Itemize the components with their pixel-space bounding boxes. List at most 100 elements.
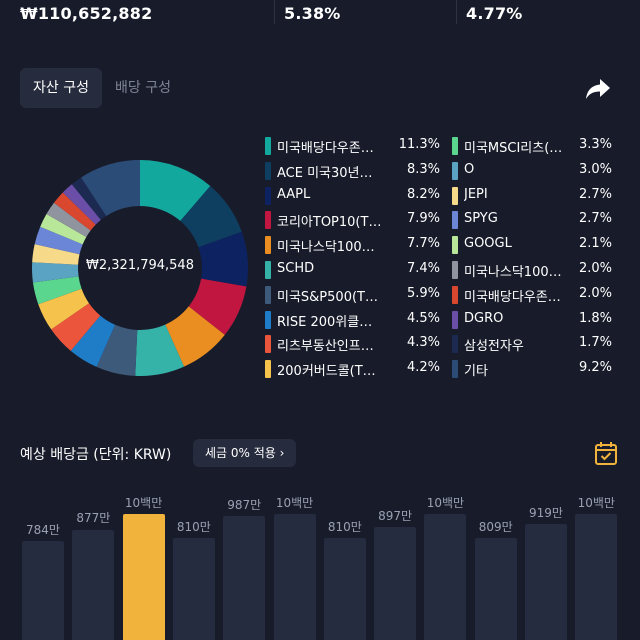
legend-swatch (452, 285, 458, 304)
legend-item: SCHD 7.4% (265, 259, 440, 279)
bar-value-label: 987만 (227, 497, 262, 512)
dividend-bar[interactable] (575, 514, 618, 640)
legend-item: DGRO 1.8% (452, 309, 612, 329)
legend-percent: 7.9% (406, 211, 440, 227)
tab-asset-composition[interactable]: 자산 구성 (20, 68, 102, 108)
dividend-bar[interactable] (374, 526, 417, 640)
legend-percent: 8.2% (406, 186, 440, 202)
dividend-bar[interactable] (525, 524, 567, 640)
legend-percent: 1.7% (578, 335, 612, 351)
legend-item: 미국MSCI리츠(… 3.3% (452, 135, 612, 156)
legend-percent: 1.8% (578, 310, 612, 326)
legend-name: DGRO (464, 310, 504, 326)
legend-name: ACE 미국30년… (277, 165, 373, 181)
legend-percent: 3.0% (578, 161, 612, 177)
bar-value-label: 810만 (176, 519, 211, 534)
legend-percent: 8.3% (406, 161, 440, 177)
legend-name: AAPL (277, 186, 311, 202)
legend-name: 리츠부동산인프… (277, 339, 374, 355)
donut-center-value: ₩2,321,794,548 (86, 258, 194, 273)
legend-item: RISE 200위클… 4.5% (265, 309, 440, 330)
bar-value-label: 877만 (76, 511, 111, 526)
legend-percent: 4.3% (406, 335, 440, 351)
donut-slice (53, 192, 96, 231)
legend-percent: 2.7% (578, 211, 612, 227)
rate-value-1: 5.38% (284, 4, 341, 23)
donut-slice (165, 306, 225, 367)
dividend-bar[interactable] (122, 514, 165, 640)
legend-name: 미국S&P500(T… (277, 289, 378, 305)
legend-name: 미국나스닥100… (464, 265, 562, 280)
legend-item: 미국배당다우존… 2.0% (452, 284, 612, 305)
dividend-bar[interactable] (72, 529, 115, 640)
bar-value-label: 897만 (378, 508, 413, 523)
dividend-bar[interactable] (273, 514, 316, 640)
legend-swatch (452, 360, 458, 379)
bar-value-label: 10백만 (124, 496, 163, 510)
donut-slice (96, 324, 138, 376)
donut-slice (180, 185, 242, 248)
donut-slice (46, 202, 91, 237)
asset-donut-chart (31, 160, 248, 376)
legend-item: GOOGL 2.1% (452, 234, 612, 255)
donut-slice (198, 231, 248, 287)
legend-percent: 4.2% (406, 360, 440, 376)
legend-item: 미국나스닥100… 7.7% (265, 234, 440, 255)
divider (456, 0, 457, 24)
legend-swatch (452, 335, 458, 354)
legend-swatch (265, 335, 271, 354)
donut-slice (62, 184, 101, 225)
legend-swatch (452, 236, 458, 255)
legend-name: O (464, 161, 475, 177)
legend-swatch (452, 310, 458, 329)
legend-percent: 4.5% (406, 310, 440, 326)
bar-value-label: 919만 (529, 506, 563, 521)
legend-percent: 7.7% (406, 236, 440, 252)
dividend-bar[interactable] (172, 537, 215, 640)
legend-name: 미국MSCI리츠(… (464, 141, 563, 156)
legend-swatch (265, 285, 271, 304)
bar-value-label: 809만 (478, 520, 513, 535)
tax-setting-button[interactable]: 세금 0% 적용 › (193, 439, 297, 467)
legend-item: 리츠부동산인프… 4.3% (265, 333, 440, 355)
legend-name: 미국배당다우존… (277, 141, 374, 156)
donut-slice (40, 214, 87, 245)
legend-percent: 2.1% (578, 236, 612, 252)
legend-item: 미국S&P500(T… 5.9% (265, 284, 440, 305)
share-icon[interactable] (584, 76, 612, 102)
dividend-bar[interactable] (22, 541, 64, 640)
summary-stats: ₩110,652,882 5.38% 4.77% (0, 0, 640, 26)
legend-name: 삼성전자우 (464, 339, 524, 355)
legend-swatch (265, 236, 271, 255)
legend-percent: 3.3% (578, 137, 612, 152)
bar-value-label: 10백만 (577, 496, 615, 510)
legend-item: 미국배당다우존… 11.3% (265, 135, 440, 156)
legend-item: SPYG 2.7% (452, 209, 612, 230)
legend-item: JEPI 2.7% (452, 185, 612, 205)
donut-slice (32, 244, 80, 265)
bar-value-label: 810만 (327, 519, 362, 534)
donut-slice (70, 315, 116, 367)
donut-slice (32, 276, 82, 305)
legend-swatch (265, 310, 271, 329)
dividend-bar[interactable] (323, 537, 366, 640)
legend-name: SCHD (277, 261, 315, 276)
legend-swatch (265, 261, 271, 279)
legend-swatch (452, 186, 458, 205)
dividend-bar[interactable] (474, 538, 517, 640)
legend-item: 코리아TOP10(T… 7.9% (265, 209, 440, 230)
donut-slice (135, 324, 185, 376)
calendar-icon[interactable] (594, 440, 618, 466)
donut-slice (38, 288, 90, 330)
legend-item: 삼성전자우 1.7% (452, 333, 612, 355)
legend-item: AAPL 8.2% (265, 185, 440, 205)
tab-dividend-composition[interactable]: 배당 구성 (115, 80, 171, 96)
donut-slice (34, 226, 83, 255)
donut-slice (51, 303, 101, 351)
bar-value-label: 10백만 (275, 496, 314, 510)
donut-slice (31, 262, 79, 283)
legend-percent: 2.0% (578, 261, 612, 276)
dividend-bar[interactable] (424, 514, 467, 640)
legend-swatch (265, 137, 271, 155)
dividend-bar[interactable] (223, 515, 266, 640)
